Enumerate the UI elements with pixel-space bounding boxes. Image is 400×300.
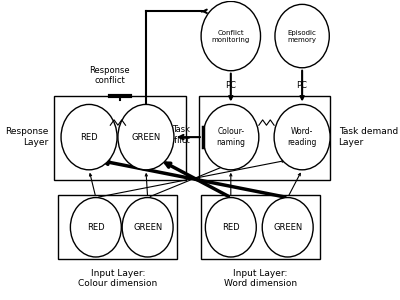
Circle shape [201,2,260,71]
Circle shape [274,104,330,170]
Circle shape [262,198,313,257]
Text: Input Layer:
Word dimension: Input Layer: Word dimension [224,269,297,288]
Bar [201,195,320,259]
Text: Task
conflict: Task conflict [159,125,190,145]
Text: Conflict
monitoring: Conflict monitoring [212,30,250,43]
Text: Response
conflict: Response conflict [89,66,130,86]
Text: GREEN: GREEN [273,223,302,232]
Text: RED: RED [80,133,98,142]
Circle shape [203,104,259,170]
Circle shape [70,198,121,257]
Text: GREEN: GREEN [133,223,162,232]
Bar [58,195,177,259]
Text: Response
Layer: Response Layer [5,128,48,147]
Text: PC: PC [297,81,308,90]
Circle shape [61,104,117,170]
Text: Task demand
Layer: Task demand Layer [339,128,398,147]
Text: Word-
reading: Word- reading [288,128,317,147]
Circle shape [118,104,174,170]
Circle shape [122,198,173,257]
Circle shape [205,198,256,257]
Text: PC: PC [225,81,236,90]
Text: Colour-
naming: Colour- naming [216,128,245,147]
Bar [198,95,330,180]
Text: RED: RED [87,223,105,232]
Text: Episodic
memory: Episodic memory [288,30,317,43]
Circle shape [275,4,329,68]
Bar [54,95,186,180]
Text: Input Layer:
Colour dimension: Input Layer: Colour dimension [78,269,158,288]
Text: GREEN: GREEN [131,133,160,142]
Text: RED: RED [222,223,240,232]
